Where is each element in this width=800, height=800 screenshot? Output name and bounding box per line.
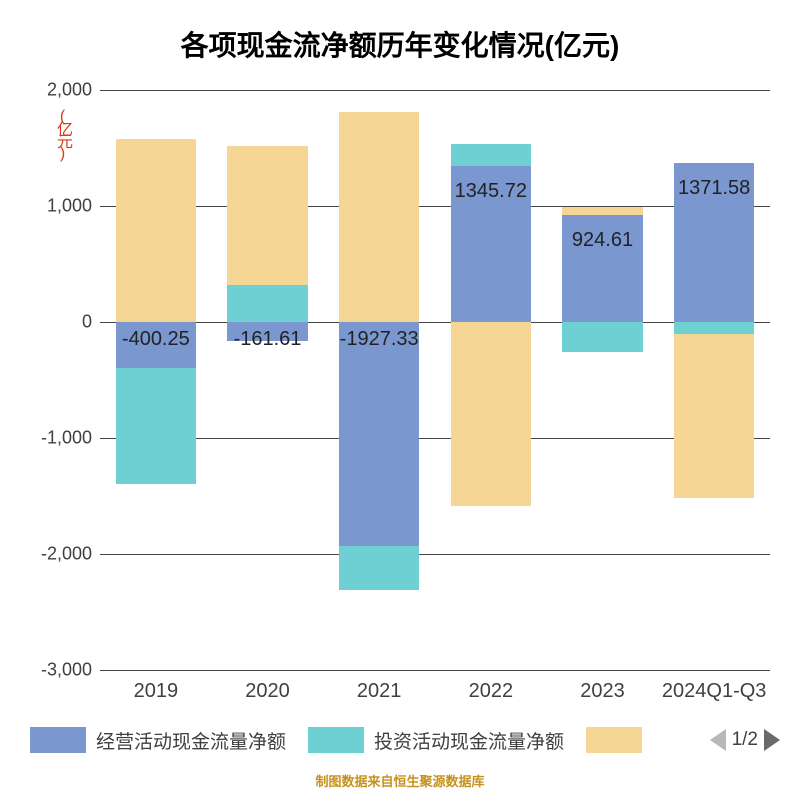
legend: 经营活动现金流量净额 投资活动现金流量净额 1/2	[0, 720, 800, 760]
bar-investing	[227, 285, 307, 322]
bar-investing	[116, 368, 196, 484]
y-tick-label: 2,000	[12, 80, 92, 101]
footer-attribution: 制图数据来自恒生聚源数据库	[0, 771, 800, 790]
bar-investing	[339, 546, 419, 590]
bar-financing	[227, 146, 307, 285]
bar-operating	[339, 322, 419, 546]
y-tick-label: -2,000	[12, 544, 92, 565]
x-tick-label: 2023	[580, 680, 625, 703]
bar-financing	[562, 207, 642, 215]
bar-value-label: -161.61	[234, 328, 302, 351]
bar-financing	[674, 334, 754, 499]
y-tick-label: -1,000	[12, 428, 92, 449]
legend-item-operating[interactable]: 经营活动现金流量净额	[30, 727, 286, 754]
chart-container: 各项现金流净额历年变化情况(亿元) (亿元) -400.25 -161.61 -19…	[0, 0, 800, 800]
bar-value-label: 924.61	[572, 229, 633, 252]
yaxis-title: (亿元)	[50, 108, 74, 158]
gridline	[100, 670, 770, 671]
x-tick-label: 2019	[134, 680, 179, 703]
bar-financing	[116, 139, 196, 322]
bar-investing	[451, 144, 531, 166]
legend-items: 经营活动现金流量净额 投资活动现金流量净额	[30, 727, 642, 754]
legend-swatch-third	[586, 727, 642, 753]
y-tick-label: 0	[12, 312, 92, 333]
legend-swatch-investing	[308, 727, 364, 753]
x-tick-label: 2022	[469, 680, 514, 703]
x-tick-label: 2024Q1-Q3	[662, 680, 767, 703]
bar-financing	[451, 322, 531, 506]
chart-title: 各项现金流净额历年变化情况(亿元)	[0, 0, 800, 64]
x-tick-label: 2020	[245, 680, 290, 703]
gridline	[100, 206, 770, 207]
x-tick-label: 2021	[357, 680, 402, 703]
legend-pager: 1/2	[710, 729, 780, 751]
pager-text: 1/2	[732, 729, 758, 751]
y-tick-label: -3,000	[12, 660, 92, 681]
bar-value-label: -400.25	[122, 328, 190, 351]
legend-label-operating: 经营活动现金流量净额	[96, 727, 286, 754]
bar-investing	[674, 322, 754, 334]
bar-value-label: 1371.58	[678, 177, 750, 200]
gridline	[100, 90, 770, 91]
legend-swatch-operating	[30, 727, 86, 753]
gridline	[100, 322, 770, 323]
y-tick-label: 1,000	[12, 196, 92, 217]
legend-item-third[interactable]	[586, 727, 642, 753]
gridline	[100, 438, 770, 439]
legend-label-investing: 投资活动现金流量净额	[374, 727, 564, 754]
pager-prev-icon[interactable]	[710, 729, 726, 751]
bar-value-label: -1927.33	[340, 328, 419, 351]
bar-financing	[339, 112, 419, 322]
bar-value-label: 1345.72	[455, 180, 527, 203]
pager-next-icon[interactable]	[764, 729, 780, 751]
plot-area: -400.25 -161.61 -1927.33 1345.72 924.61 1371.…	[100, 90, 770, 670]
legend-item-investing[interactable]: 投资活动现金流量净额	[308, 727, 564, 754]
gridline	[100, 554, 770, 555]
bar-investing	[562, 322, 642, 352]
